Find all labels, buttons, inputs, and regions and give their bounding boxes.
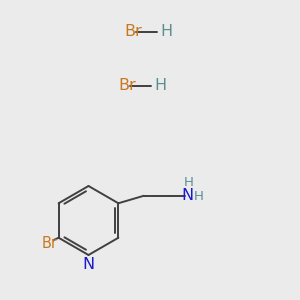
Text: N: N xyxy=(181,188,194,203)
Text: H: H xyxy=(154,78,166,93)
Text: H: H xyxy=(194,190,204,203)
Text: Br: Br xyxy=(124,24,142,39)
Text: N: N xyxy=(82,257,94,272)
Text: H: H xyxy=(184,176,194,189)
Text: H: H xyxy=(160,24,172,39)
Text: Br: Br xyxy=(118,78,136,93)
Text: Br: Br xyxy=(42,236,58,250)
